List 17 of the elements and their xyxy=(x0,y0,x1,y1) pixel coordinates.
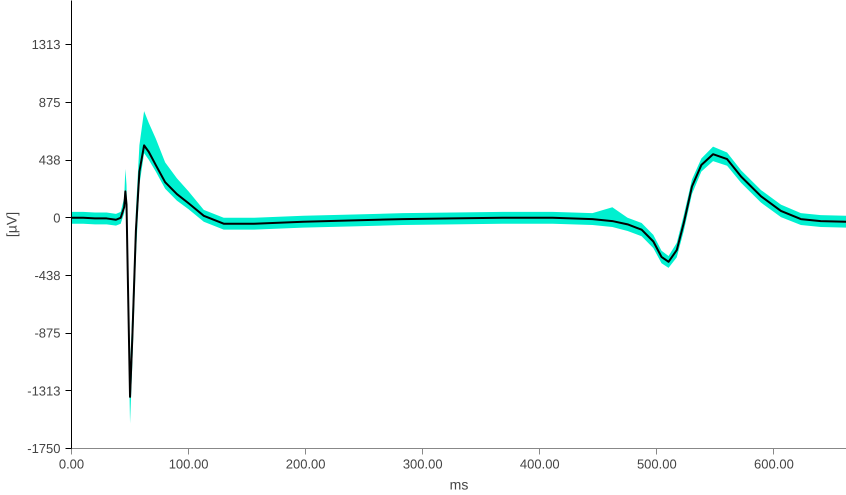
y-tick-label: 0 xyxy=(53,210,61,226)
x-tick-label: 0.00 xyxy=(58,456,84,472)
y-tick-label: -875 xyxy=(34,326,61,341)
x-tick-label: 600.00 xyxy=(754,456,794,472)
y-axis-title: [µV] xyxy=(3,212,20,238)
x-axis-title: ms xyxy=(450,476,468,492)
y-tick-label: -1750 xyxy=(27,441,60,456)
x-tick-label: 100.00 xyxy=(168,456,208,472)
x-tick-label: 400.00 xyxy=(520,456,560,472)
y-tick-label: 875 xyxy=(38,94,61,110)
x-tick-label: 200.00 xyxy=(286,456,326,472)
x-tick-label: 500.00 xyxy=(636,456,677,472)
y-tick-label: 1313 xyxy=(32,37,60,52)
y-tick-label: 438 xyxy=(38,152,61,168)
x-tick-label: 300.00 xyxy=(402,456,443,472)
y-tick-label: -1313 xyxy=(27,383,60,398)
y-tick-label: -438 xyxy=(34,268,61,284)
